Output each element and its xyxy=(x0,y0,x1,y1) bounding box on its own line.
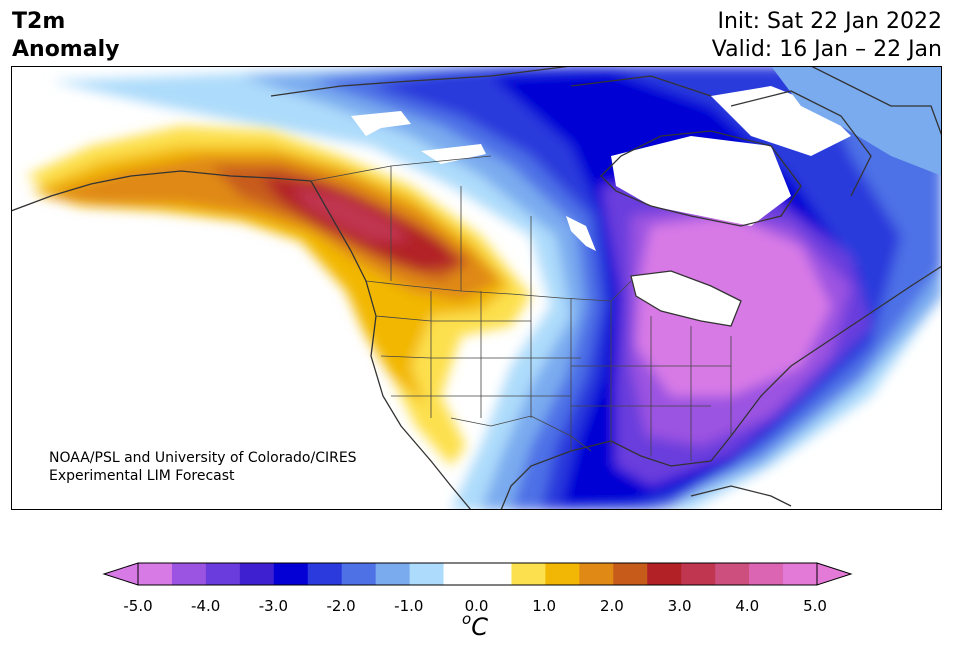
mexico-gulf-coast xyxy=(500,440,712,510)
white-patch-2 xyxy=(421,144,486,164)
colorbar-tick-label: 5.0 xyxy=(803,597,827,615)
credit-text: NOAA/PSL and University of Colorado/CIRE… xyxy=(49,449,357,485)
colorbar-bin xyxy=(579,563,614,585)
unit-degree: o xyxy=(462,610,472,628)
alaska-coast xyxy=(11,170,312,212)
colorbar-bin xyxy=(273,563,309,585)
white-patch-3 xyxy=(566,216,596,251)
state-lines-west xyxy=(375,291,581,418)
colorbar-tick-label: 2.0 xyxy=(599,597,624,615)
hudson-bay-white xyxy=(611,136,791,226)
greenland-blue xyxy=(771,66,942,176)
cuba-outline xyxy=(690,485,792,507)
colorbar-bin xyxy=(307,563,343,585)
colorbar-frame xyxy=(137,562,818,586)
hudson-bay-coast xyxy=(600,130,802,227)
arctic-islands xyxy=(270,66,872,197)
init-date: Init: Sat 22 Jan 2022 xyxy=(717,9,942,34)
colorbar-unit: oC xyxy=(462,610,488,641)
west-coast xyxy=(310,180,472,510)
greenland-coast xyxy=(810,66,942,137)
colorbar xyxy=(102,562,853,586)
forecast-dates: Init: Sat 22 Jan 2022 Valid: 16 Jan – 22… xyxy=(712,8,942,64)
colorbar-tick-label: -4.0 xyxy=(191,597,221,615)
colorbar-bin xyxy=(375,563,411,585)
title-line-2: Anomaly xyxy=(12,37,120,62)
anomaly-map xyxy=(11,66,942,510)
colorbar-bin xyxy=(715,563,750,585)
great-lakes-outline xyxy=(630,270,742,327)
valid-range: Valid: 16 Jan – 22 Jan xyxy=(711,37,942,62)
colorbar-bins xyxy=(138,563,818,585)
colorbar-tick-label: -3.0 xyxy=(258,597,289,615)
coastlines xyxy=(11,66,942,510)
title-line-1: T2m xyxy=(12,9,66,34)
colorbar-tick-label: 4.0 xyxy=(735,597,760,615)
colorbar-bin xyxy=(239,563,275,585)
credit-line-1: NOAA/PSL and University of Colorado/CIRE… xyxy=(49,450,357,466)
map-title: T2m Anomaly xyxy=(12,8,119,64)
colorbar-tick-label: -2.0 xyxy=(326,597,356,615)
colorbar-bin xyxy=(613,563,648,585)
colorbar-bin xyxy=(138,563,173,585)
colorbar-bin xyxy=(171,563,207,585)
arctic-white-ne xyxy=(711,86,851,156)
political-boundaries xyxy=(310,155,732,461)
colorbar-bin xyxy=(511,563,546,585)
colorbar-tick-label: -1.0 xyxy=(394,597,424,615)
great-lakes xyxy=(631,271,741,326)
colorbar-tick-label: 1.0 xyxy=(532,597,557,615)
colorbar-bin xyxy=(783,563,818,585)
colorbar-over-arrow xyxy=(816,562,853,586)
state-lines-east xyxy=(570,298,732,461)
colorbar-bin xyxy=(341,563,377,585)
east-coast xyxy=(710,265,942,462)
credit-line-2: Experimental LIM Forecast xyxy=(49,468,235,484)
colorbar-bin xyxy=(749,563,784,585)
colorbar-tick-label: 0.0 xyxy=(464,597,489,615)
colorbar-bin xyxy=(545,563,580,585)
colorbar-tick-label: -5.0 xyxy=(123,597,153,615)
colorbar-bin xyxy=(681,563,716,585)
colorbar-under-arrow xyxy=(102,562,139,586)
colorbar-bin xyxy=(443,563,478,585)
colorbar-bin xyxy=(647,563,682,585)
white-patch-1 xyxy=(351,111,411,136)
warm-orange xyxy=(41,156,501,301)
colorbar-bin xyxy=(409,563,445,585)
anomaly-fill xyxy=(26,66,942,510)
province-lines xyxy=(310,155,532,294)
unit-letter: C xyxy=(471,613,488,641)
map-frame xyxy=(11,66,942,510)
colorbar-bin xyxy=(477,563,512,585)
colorbar-bin xyxy=(205,563,241,585)
colorbar-tick-label: 3.0 xyxy=(667,597,692,615)
